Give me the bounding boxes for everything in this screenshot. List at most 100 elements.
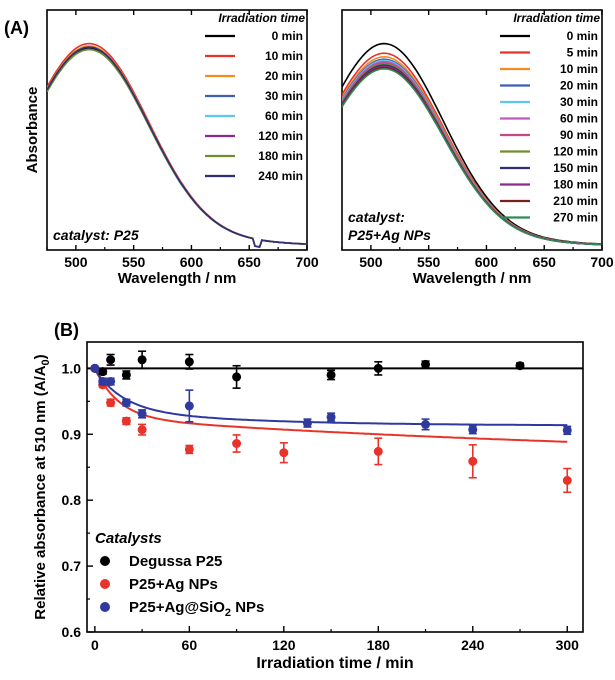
legend-label: 150 min: [553, 161, 598, 175]
panel-label-a: (A): [4, 18, 29, 38]
legend-label: 210 min: [553, 194, 598, 208]
legend-marker: [100, 556, 110, 566]
legend-label: 20 min: [560, 79, 598, 93]
legend-label: Degussa P25: [129, 553, 222, 570]
series-group: [47, 42, 306, 249]
catalyst-annotation: catalyst: P25: [53, 227, 139, 243]
x-tick-label: 550: [417, 254, 441, 270]
legend-label: 120 min: [553, 145, 598, 159]
legend-title: Irradiation time: [513, 11, 600, 25]
x-tick-label: 550: [122, 254, 146, 270]
y-tick-label: 0.8: [62, 492, 82, 508]
data-point: [98, 377, 108, 387]
y-axis-label: Absorbance: [24, 87, 41, 174]
legend-label-main: P25+Ag@SiO: [129, 599, 225, 616]
legend-label-end: NPs: [231, 599, 264, 616]
plot-frame: [46, 9, 308, 251]
legend-label: P25+Ag NPs: [129, 576, 218, 593]
data-point: [373, 446, 383, 456]
catalyst-annotation: catalyst:: [348, 209, 405, 225]
fit-group: [87, 367, 583, 443]
panel-label-b: (B): [54, 320, 79, 340]
data-point: [326, 412, 336, 422]
spectra-chart-p25-ag: 500 550 600 650 700 Wavelength / nm Irradiatio…: [341, 9, 614, 287]
fit-line: [94, 367, 568, 443]
legend-label: P25+Ag@SiO2 NPs: [129, 599, 264, 619]
data-point: [98, 367, 108, 377]
legend-label: 30 min: [265, 89, 303, 103]
catalyst-annotation: P25+Ag NPs: [348, 227, 431, 243]
data-point: [468, 425, 478, 435]
data-point: [421, 359, 431, 369]
data-point: [326, 370, 336, 380]
data-point: [184, 401, 194, 411]
legend-title: Irradiation time: [218, 11, 305, 25]
data-point: [562, 475, 572, 485]
data-point: [232, 372, 242, 382]
data-point: [137, 409, 147, 419]
legend-label: 120 min: [258, 129, 303, 143]
legend-label: 60 min: [560, 112, 598, 126]
y-axis-label-sub: 0: [40, 359, 52, 365]
legend-label: 180 min: [258, 149, 303, 163]
legend-label: 20 min: [265, 69, 303, 83]
legend-marker: [100, 579, 110, 589]
legend-label: 90 min: [560, 128, 598, 142]
x-axis-label: Wavelength / nm: [413, 270, 532, 287]
legend-label: 60 min: [265, 109, 303, 123]
x-tick-label: 600: [475, 254, 499, 270]
legend-label: 30 min: [560, 95, 598, 109]
legend-label: 270 min: [553, 211, 598, 225]
data-point: [562, 425, 572, 435]
data-point: [106, 355, 116, 365]
relative-absorbance-chart: 0 60 120 180 240 300 0.6 0.7 0.8 0.9 1.0 Irradiatio…: [32, 341, 584, 672]
legend-label: 0 min: [567, 29, 598, 43]
x-axis-label: Irradiation time / min: [256, 655, 413, 672]
plot-frame: [341, 9, 603, 251]
x-tick-label: 120: [272, 637, 296, 653]
data-point: [121, 416, 131, 426]
x-tick-label: 650: [238, 254, 262, 270]
data-point: [279, 448, 289, 458]
data-point: [121, 398, 131, 408]
legend-label: 10 min: [265, 49, 303, 63]
plot-frame: [86, 341, 584, 633]
y-axis-label-main: Relative absorbance at 510 nm (A/A: [32, 365, 49, 619]
data-point: [106, 377, 116, 387]
legend-label-main: Degussa P25: [129, 553, 222, 570]
y-tick-label: 0.9: [62, 426, 82, 442]
data-point: [106, 398, 116, 408]
data-point: [184, 357, 194, 367]
data-point: [515, 361, 525, 371]
spectrum-line: [342, 67, 601, 246]
x-tick-label: 180: [367, 637, 391, 653]
legend-label: 5 min: [567, 46, 598, 60]
legend-label-main: P25+Ag NPs: [129, 576, 218, 593]
x-tick-label: 300: [556, 637, 580, 653]
x-tick-label: 700: [590, 254, 614, 270]
y-tick-label: 0.7: [62, 558, 82, 574]
data-point: [373, 363, 383, 373]
data-point: [302, 418, 312, 428]
x-tick-label: 700: [295, 254, 319, 270]
legend-label-sub: 2: [225, 607, 231, 619]
x-tick-label: 60: [182, 637, 198, 653]
x-axis-label: Wavelength / nm: [118, 270, 237, 287]
data-point: [137, 355, 147, 365]
y-axis-label-end: ): [32, 354, 49, 359]
data-point: [184, 444, 194, 454]
x-tick-label: 600: [180, 254, 204, 270]
legend-title: Catalysts: [95, 530, 162, 547]
data-point: [421, 419, 431, 429]
spectrum-line: [47, 46, 306, 248]
x-tick-label: 500: [64, 254, 88, 270]
x-tick-label: 650: [533, 254, 557, 270]
y-tick-label: 0.6: [62, 624, 82, 640]
data-point: [137, 425, 147, 435]
data-point: [468, 456, 478, 466]
spectra-chart-p25: 500 550 600 650 700 Wavelength / nm Absorbance…: [24, 9, 319, 287]
series-group: [342, 42, 601, 246]
data-point: [121, 370, 131, 380]
data-point: [90, 363, 100, 373]
